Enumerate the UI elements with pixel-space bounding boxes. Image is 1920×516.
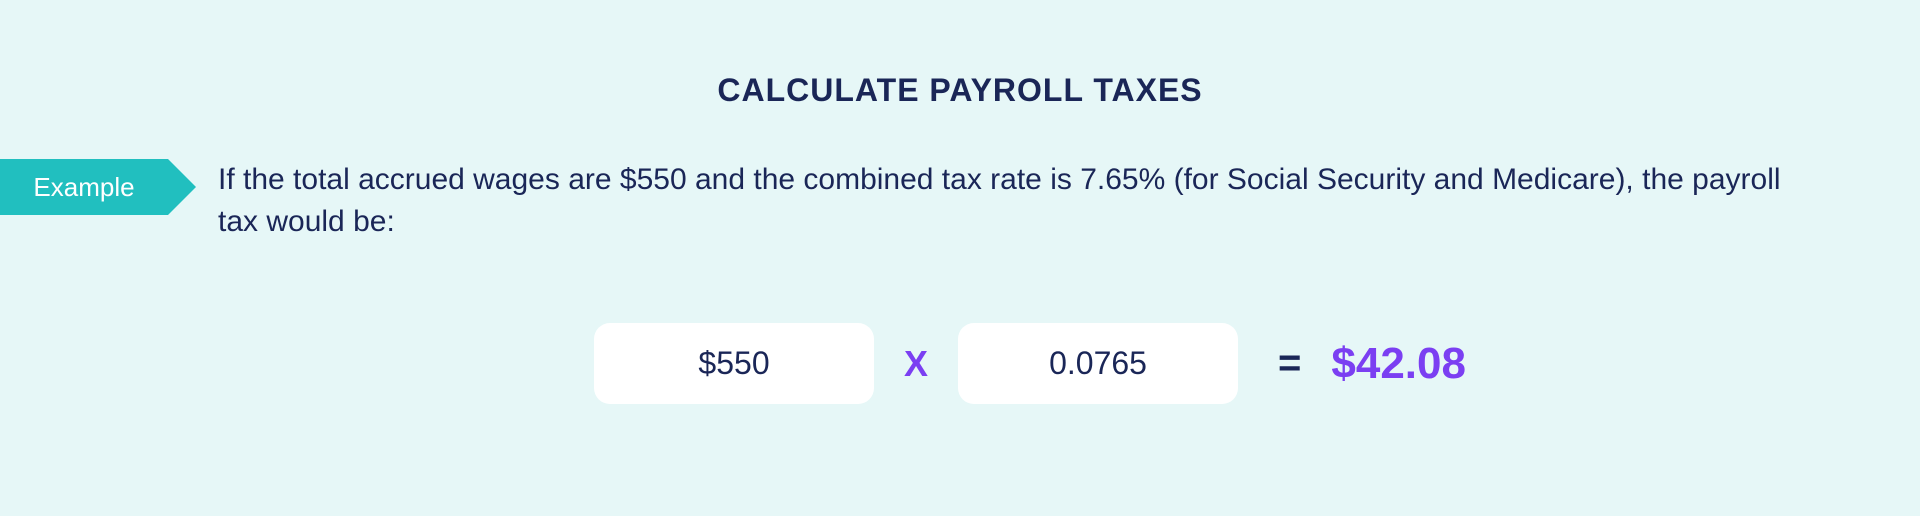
equals-sign: = <box>1278 341 1301 386</box>
example-section: Example If the total accrued wages are $… <box>0 159 1920 243</box>
rate-value-box: 0.0765 <box>958 323 1238 404</box>
result-value: $42.08 <box>1331 339 1466 389</box>
calculation-row: $550 X 0.0765 = $42.08 <box>0 323 1920 404</box>
multiply-operator: X <box>904 343 928 385</box>
wages-value-box: $550 <box>594 323 874 404</box>
example-badge: Example <box>0 159 168 215</box>
page-title: CALCULATE PAYROLL TAXES <box>0 0 1920 109</box>
example-description: If the total accrued wages are $550 and … <box>218 159 1818 243</box>
